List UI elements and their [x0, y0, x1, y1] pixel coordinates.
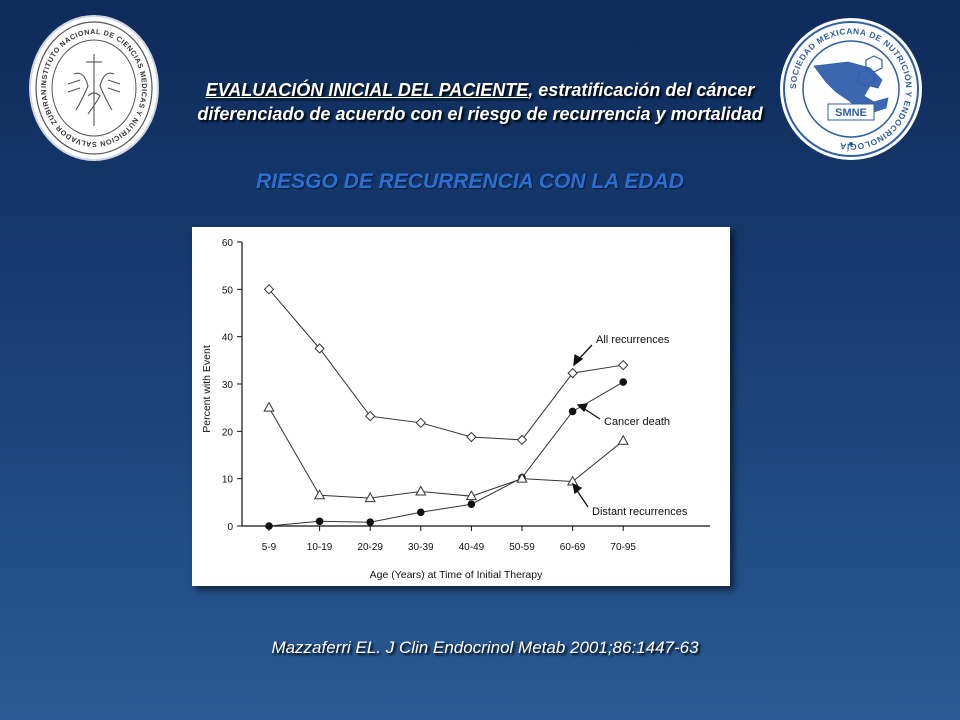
seal-emblem-icon: [67, 54, 121, 126]
x-tick-label: 30-39: [408, 542, 434, 553]
y-tick-label: 20: [222, 427, 234, 438]
chart-series-layer: [263, 284, 629, 530]
series-label-distant-recurrences: Distant recurrences: [592, 506, 688, 518]
series-all-recurrences: [263, 284, 629, 446]
data-point-all-recurrences: [567, 367, 578, 379]
data-point-distant-recurrences: [617, 434, 629, 445]
arrowhead-cancer-death-icon: [576, 403, 589, 413]
arrowhead-distant-recurrences-icon: [572, 482, 583, 495]
arrow-cancer-death-icon: [582, 407, 601, 420]
data-point-all-recurrences: [466, 431, 477, 443]
y-tick-label: 60: [222, 238, 234, 249]
x-tick-label: 40-49: [459, 542, 485, 553]
hexagon-icon: [857, 55, 883, 87]
data-point-distant-recurrences: [263, 401, 275, 412]
chart-axes: 0 10 20 30 40 50 60 5-9 10-19 20-29 30-39 40-49 50-5…: [201, 238, 710, 581]
series-label-cancer-death: Cancer death: [604, 416, 670, 428]
x-tick-label: 10-19: [307, 542, 333, 553]
institute-seal-logo: INSTITUTO NACIONAL DE CIENCIAS MEDICAS Y…: [29, 15, 159, 161]
smne-center-text: SMNE: [835, 107, 867, 119]
x-axis-title: Age (Years) at Time of Initial Therapy: [370, 569, 544, 581]
data-point-distant-recurrences: [364, 492, 376, 503]
page-header-title: EVALUACIÓN INICIAL DEL PACIENTE, estrati…: [170, 78, 790, 126]
arrow-distant-recurrences-icon: [575, 488, 589, 508]
header-title-rest: , estratificación del cáncer: [528, 80, 755, 100]
chart-series-labels: All recurrences Cancer death Distant rec…: [592, 334, 688, 518]
chart-panel: 0 10 20 30 40 50 60 5-9 10-19 20-29 30-39 40-49 50-5…: [192, 227, 730, 586]
data-point-cancer-death: [265, 522, 273, 530]
section-title: RIESGO DE RECURRENCIA CON LA EDAD: [256, 170, 684, 193]
y-axis-title: Percent with Event: [201, 345, 213, 433]
y-tick-label: 0: [227, 522, 233, 533]
citation: Mazzaferri EL. J Clin Endocrinol Metab 2…: [271, 638, 699, 657]
header-title-line2: diferenciado de acuerdo con el riesgo de…: [197, 104, 763, 124]
x-tick-label: 70-95: [610, 542, 636, 553]
data-point-all-recurrences: [364, 410, 376, 422]
x-tick-label: 5-9: [262, 542, 277, 553]
smne-seal-logo: SOCIEDAD MEXICANA DE NUTRICIÓN Y ENDOCRI…: [780, 18, 922, 160]
recurrence-by-age-chart: 0 10 20 30 40 50 60 5-9 10-19 20-29 30-39 40-49 50-5…: [201, 238, 710, 581]
data-point-cancer-death: [366, 518, 374, 527]
x-tick-label: 20-29: [357, 542, 383, 553]
data-point-all-recurrences: [415, 417, 427, 429]
data-point-cancer-death: [417, 508, 425, 517]
mexico-map-icon: [813, 61, 889, 113]
data-point-distant-recurrences: [516, 472, 528, 483]
data-point-distant-recurrences: [313, 489, 326, 500]
y-tick-label: 30: [222, 380, 234, 391]
header-title-emphasis: EVALUACIÓN INICIAL DEL PACIENTE: [205, 80, 529, 100]
data-point-all-recurrences: [617, 359, 629, 371]
data-point-all-recurrences: [314, 343, 325, 354]
data-point-all-recurrences: [516, 434, 528, 446]
data-point-all-recurrences: [263, 284, 275, 295]
series-line-cancer-death: [268, 381, 624, 527]
annotation-arrows: [572, 344, 601, 508]
series-line-distant-recurrences: [268, 407, 624, 499]
series-label-all-recurrences: All recurrences: [596, 334, 670, 346]
y-tick-label: 50: [222, 285, 234, 296]
x-tick-label: 60-69: [560, 542, 586, 553]
data-point-cancer-death: [619, 378, 627, 386]
series-cancer-death: [265, 378, 627, 530]
arrowhead-all-recurrences-icon: [573, 353, 584, 367]
series-line-all-recurrences: [268, 289, 624, 441]
data-point-cancer-death: [315, 517, 324, 526]
y-tick-label: 40: [222, 333, 234, 344]
y-tick-label: 10: [222, 475, 234, 486]
series-distant-recurrences: [263, 401, 629, 503]
data-point-cancer-death: [568, 407, 577, 416]
data-point-distant-recurrences: [465, 490, 478, 501]
x-tick-label: 50-59: [509, 542, 535, 553]
data-point-distant-recurrences: [415, 485, 427, 496]
data-point-cancer-death: [467, 500, 476, 509]
